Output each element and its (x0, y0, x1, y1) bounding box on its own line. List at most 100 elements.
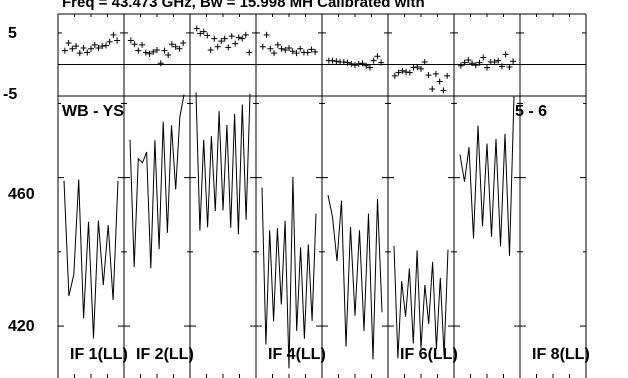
phase-point (259, 43, 266, 50)
phase-point (432, 70, 439, 77)
phase-point (263, 31, 270, 38)
panel-label: IF 8(LL) (532, 346, 590, 363)
phase-point (348, 60, 355, 67)
phase-point (228, 33, 235, 40)
phase-point (139, 41, 146, 48)
phase-point (289, 48, 296, 55)
phase-point (61, 47, 68, 54)
phase-point (131, 41, 138, 48)
phase-point (495, 57, 502, 64)
phase-point (491, 58, 498, 65)
phase-point (207, 46, 214, 53)
phase-point (239, 35, 246, 42)
phase-point (363, 62, 370, 69)
amp-tick-label-420: 420 (8, 318, 35, 335)
scan-label: 5 - 6 (515, 103, 547, 120)
baseline-label: WB - YS (62, 103, 124, 120)
phase-point (286, 45, 292, 52)
phase-point (246, 49, 253, 56)
phase-point (312, 48, 319, 55)
phase-point (366, 64, 373, 71)
phase-point (69, 45, 76, 52)
phase-point (218, 38, 225, 45)
phase-point (502, 51, 509, 58)
amplitude-line (459, 96, 515, 256)
phase-point (142, 49, 149, 56)
phase-point (410, 64, 417, 71)
phase-point (359, 60, 366, 67)
phase-point (480, 54, 487, 61)
phase-point (99, 43, 106, 50)
amplitude-line (195, 92, 251, 235)
phase-point (440, 87, 447, 94)
phase-point (157, 60, 164, 67)
amplitude-line (261, 176, 317, 369)
panel-label: IF 4(LL) (268, 346, 326, 363)
phase-point (172, 43, 179, 50)
phase-point (414, 63, 421, 70)
phase-point (391, 72, 398, 79)
phase-point (154, 46, 160, 53)
phase-point (200, 28, 207, 35)
phase-point (211, 35, 218, 42)
amplitude-line (393, 245, 449, 359)
phase-point (293, 50, 300, 57)
amplitude-lines (63, 92, 515, 369)
phase-point (374, 53, 381, 60)
phase-tick-label-bottom: -5 (3, 86, 17, 103)
phase-point (465, 57, 472, 64)
phase-point (235, 34, 242, 41)
phase-point (340, 58, 347, 65)
phase-point (221, 35, 228, 42)
phase-point (436, 78, 443, 85)
phase-point (476, 59, 483, 66)
phase-point (73, 43, 80, 50)
phase-point (267, 45, 274, 52)
phase-point (214, 43, 221, 50)
phase-point (278, 45, 285, 52)
phase-point (469, 60, 476, 67)
phase-point (308, 46, 315, 53)
phase-point (84, 49, 91, 56)
phase-point (274, 41, 281, 48)
phase-point (378, 59, 385, 66)
phase-point (80, 45, 87, 52)
phase-point (418, 65, 424, 72)
phase-point (197, 30, 204, 37)
phase-point (472, 62, 479, 69)
phase-point (510, 58, 517, 65)
phase-point (225, 44, 232, 51)
phase-point (399, 67, 406, 74)
phase-point (395, 69, 402, 76)
phase-point (425, 72, 432, 79)
phase-point (444, 72, 451, 79)
phase-point (242, 31, 249, 38)
panel-labels: IF 1(LL) IF 2(LL) IF 4(LL) IF 6(LL) IF 8(LL) (70, 346, 590, 363)
amplitude-line (129, 94, 185, 269)
phase-point (114, 37, 121, 44)
phase-point (498, 63, 505, 70)
phase-point (106, 38, 113, 45)
phase-point (146, 50, 153, 57)
panel-label: IF 6(LL) (400, 346, 458, 363)
phase-point (193, 25, 200, 32)
phase-point (403, 69, 410, 76)
phase-point (282, 46, 289, 53)
phase-points (61, 25, 517, 94)
phase-point (65, 40, 72, 47)
amplitude-line (63, 179, 119, 339)
phase-point (333, 58, 340, 65)
phase-point (304, 49, 311, 56)
phase-point (506, 63, 513, 70)
plot-header: Freq = 43.473 GHz, Bw = 15.998 MH Calibr… (62, 0, 425, 11)
phase-point (406, 69, 413, 76)
phase-point (176, 45, 183, 52)
amp-tick-label-460: 460 (8, 186, 35, 203)
panel-label: IF 1(LL) (70, 346, 128, 363)
phase-point (110, 31, 117, 38)
phase-point (329, 57, 336, 64)
phase-point (204, 32, 211, 39)
phase-point (76, 50, 83, 57)
phase-point (355, 60, 362, 67)
